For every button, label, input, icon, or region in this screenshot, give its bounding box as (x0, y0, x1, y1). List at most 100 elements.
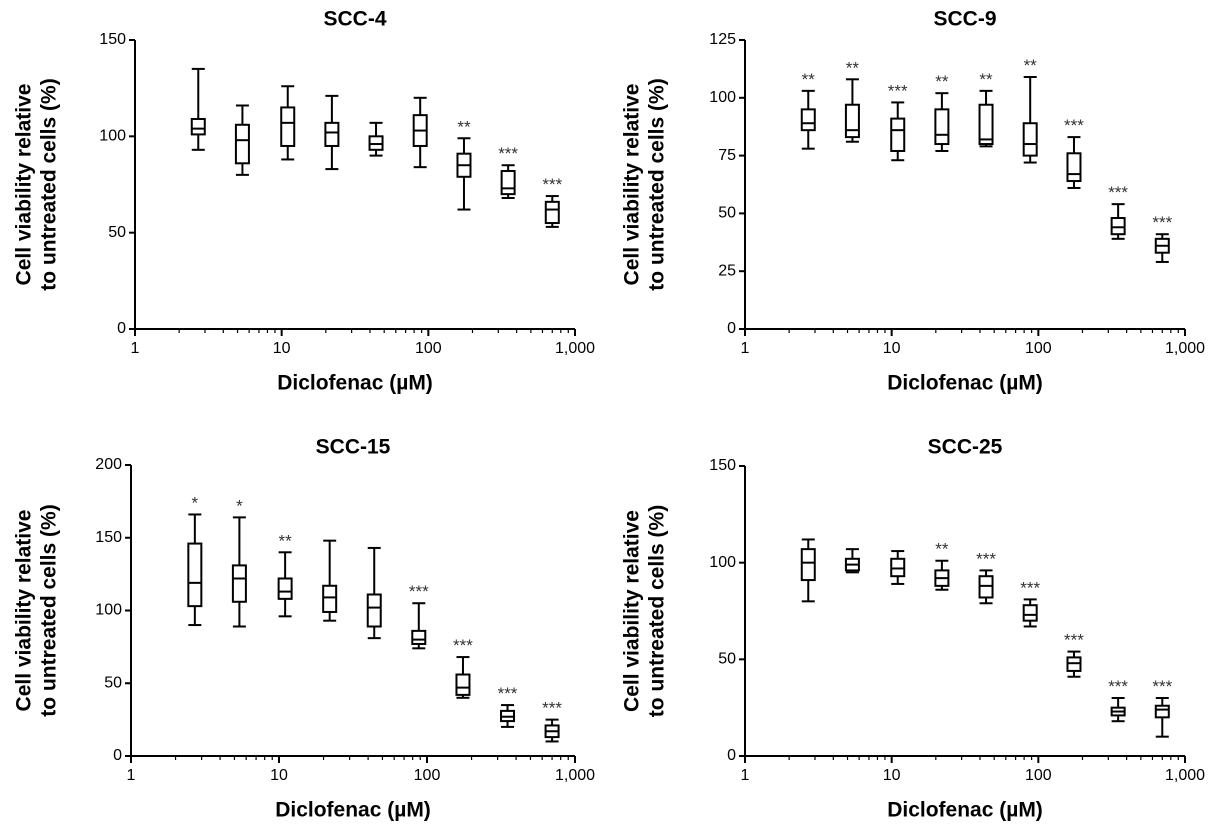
box-plot: *** (1020, 578, 1040, 628)
y-tick-label: 100 (709, 89, 736, 106)
box-plot: *** (1152, 213, 1173, 263)
box-plot (190, 67, 206, 151)
box-iqr (234, 123, 250, 165)
box-iqr (411, 629, 427, 645)
box-plot: ** (844, 58, 860, 143)
box-plot: *** (888, 81, 908, 162)
significance-label: *** (453, 636, 473, 655)
chart-title: SCC-9 (933, 8, 996, 31)
box-plot: ** (934, 540, 950, 591)
box-plot (322, 539, 338, 622)
box-plot (324, 94, 340, 171)
x-tick-label: 1,000 (1165, 340, 1205, 357)
x-tick-label: 1 (131, 340, 140, 357)
y-tick-label: 125 (709, 31, 736, 48)
x-tick-label: 10 (270, 767, 288, 784)
box-plot: *** (409, 582, 429, 650)
box-plot: *** (1108, 183, 1128, 240)
box-plot: *** (1108, 677, 1128, 723)
x-tick-label: 100 (1025, 767, 1052, 784)
y-tick-label: 100 (99, 128, 126, 145)
y-axis-label-line: Cell viability relative (621, 84, 644, 286)
x-tick-label: 1,000 (1165, 767, 1205, 784)
box-plot: ** (800, 70, 816, 150)
box-plot (890, 550, 906, 585)
x-axis-label: Diclofenac (µM) (887, 372, 1043, 395)
chart-panel: SCC-15 0 50 100 150 200 1 10 100 1,000 Diclofenac … (13, 436, 596, 822)
x-tick-label: 1,000 (555, 767, 595, 784)
x-tick-label: 100 (1025, 340, 1052, 357)
significance-label: *** (1108, 183, 1128, 202)
y-tick-label: 0 (117, 320, 126, 337)
significance-label: *** (1064, 631, 1084, 650)
box-iqr (1154, 704, 1170, 719)
y-tick-label: 100 (709, 554, 736, 571)
box-iqr (978, 103, 994, 146)
y-tick-label: 50 (718, 651, 736, 668)
y-tick-label: 50 (108, 224, 126, 241)
box-iqr (187, 542, 203, 608)
box-iqr (500, 170, 516, 196)
x-tick-label: 1 (741, 767, 750, 784)
box-iqr (934, 108, 950, 146)
x-axis-label: Diclofenac (µM) (887, 799, 1043, 822)
significance-label: ** (802, 70, 816, 89)
box-plot (280, 85, 296, 161)
box-plot (234, 104, 250, 176)
x-tick-label: 1 (741, 340, 750, 357)
significance-label: *** (409, 582, 429, 601)
y-tick-label: 0 (113, 747, 122, 764)
box-plot (800, 538, 816, 603)
significance-label: *** (498, 684, 518, 703)
y-axis-label-line: to untreated cells (%) (38, 504, 61, 716)
significance-label: *** (542, 175, 562, 194)
x-axis-label: Diclofenac (µM) (275, 799, 431, 822)
box-iqr (800, 108, 816, 132)
box-plot: *** (1064, 631, 1084, 678)
box-plot: *** (542, 175, 563, 228)
box-iqr (544, 200, 560, 225)
y-axis-label-line: Cell viability relative (13, 510, 36, 712)
chart-panel: SCC-9 0 25 50 75 100 125 1 10 100 1,000 Diclofenac … (621, 8, 1206, 395)
box-plot: * (187, 493, 203, 627)
box-iqr (1022, 604, 1038, 622)
box-plot (844, 548, 860, 574)
significance-label: *** (1152, 213, 1172, 232)
box-iqr (1110, 217, 1126, 236)
y-tick-label: 200 (95, 456, 122, 473)
y-tick-label: 0 (727, 747, 736, 764)
box-plot: *** (1064, 116, 1084, 189)
y-axis-label-line: Cell viability relative (13, 84, 36, 286)
significance-label: * (192, 493, 199, 512)
box-iqr (1066, 152, 1082, 183)
significance-label: *** (888, 81, 908, 100)
x-tick-label: 1,000 (555, 340, 595, 357)
box-iqr (366, 593, 382, 628)
x-tick-label: 10 (273, 340, 291, 357)
box-plot: *** (498, 144, 518, 199)
significance-label: *** (1108, 677, 1128, 696)
box-plot (368, 121, 384, 157)
y-tick-label: 150 (709, 457, 736, 474)
box-plot: * (231, 496, 247, 628)
box-plot: *** (1152, 677, 1173, 738)
x-tick-label: 100 (415, 340, 442, 357)
significance-label: ** (935, 540, 949, 559)
significance-label: *** (1020, 578, 1040, 597)
chart-title: SCC-25 (928, 436, 1003, 459)
y-tick-label: 150 (99, 31, 126, 48)
significance-label: ** (279, 531, 293, 550)
y-axis-label-line: to untreated cells (%) (646, 78, 669, 290)
y-tick-label: 150 (95, 529, 122, 546)
y-tick-label: 100 (95, 602, 122, 619)
box-iqr (322, 584, 338, 613)
box-iqr (800, 548, 816, 582)
significance-label: ** (979, 70, 993, 89)
significance-label: * (236, 496, 243, 515)
significance-label: ** (1024, 56, 1038, 75)
significance-label: *** (498, 144, 518, 163)
box-plot: ** (277, 531, 293, 618)
chart-panel: SCC-25 0 50 100 150 1 10 100 1,000 Diclofenac (µM… (621, 436, 1206, 822)
box-plot: *** (498, 684, 518, 728)
